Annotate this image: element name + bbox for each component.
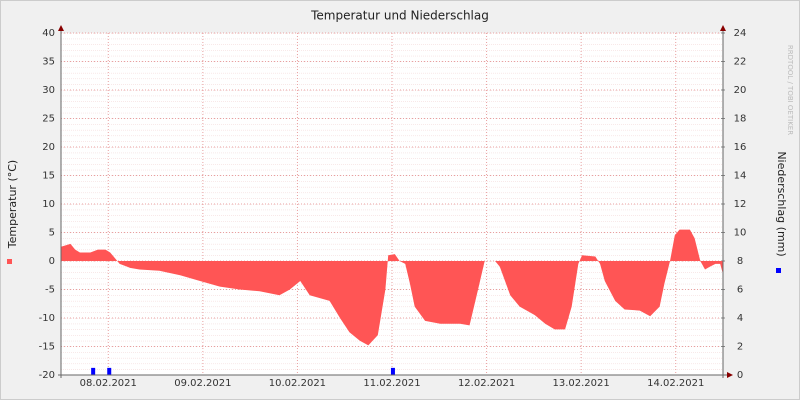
axis-arrow xyxy=(58,25,64,31)
axis-arrow xyxy=(727,372,733,378)
y-tick-label: 40 xyxy=(42,28,55,39)
x-tick-label: 11.02.2021 xyxy=(363,378,420,389)
y2-tick-label: 22 xyxy=(734,57,747,68)
y2-tick-label: 12 xyxy=(734,199,747,210)
y2-tick-label: 14 xyxy=(734,171,747,182)
x-tick-label: 12.02.2021 xyxy=(458,378,515,389)
y2-tick-label: 4 xyxy=(737,313,743,324)
marks xyxy=(61,229,723,375)
y2-tick-label: 8 xyxy=(737,256,743,267)
axes xyxy=(58,25,733,378)
y2-tick-label: 18 xyxy=(734,114,747,125)
y-axis-label: Temperatur (°C) xyxy=(6,160,19,249)
y-tick-label: 10 xyxy=(42,199,55,210)
y-tick-label: -5 xyxy=(45,285,55,296)
y-tick-label: 5 xyxy=(49,228,55,239)
legend-swatch xyxy=(7,259,12,264)
y2-tick-label: 0 xyxy=(737,370,743,381)
precipitation-bar xyxy=(91,367,96,375)
axis-arrow xyxy=(720,25,726,31)
grid xyxy=(61,32,725,376)
y-tick-label: 25 xyxy=(42,114,55,125)
y2-tick-label: 16 xyxy=(734,142,747,153)
y-tick-label: -20 xyxy=(39,370,55,381)
precipitation-bar xyxy=(107,367,112,375)
y-tick-label: 0 xyxy=(49,256,55,267)
y2-axis-label: Niederschlag (mm) xyxy=(775,151,788,256)
y-tick-label: 30 xyxy=(42,85,55,96)
x-tick-label: 14.02.2021 xyxy=(647,378,704,389)
y2-tick-label: 20 xyxy=(734,85,747,96)
temperature-area xyxy=(61,229,723,346)
y2-tick-label: 24 xyxy=(734,28,747,39)
precipitation-bar xyxy=(390,367,395,375)
watermark: RRDTOOL / TOBI OETIKER xyxy=(786,45,794,135)
y-tick-label: -15 xyxy=(39,342,55,353)
legend-swatch xyxy=(776,268,781,273)
y2-tick-label: 2 xyxy=(737,342,743,353)
x-tick-label: 10.02.2021 xyxy=(269,378,326,389)
y2-tick-label: 10 xyxy=(734,228,747,239)
x-tick-label: 09.02.2021 xyxy=(174,378,231,389)
chart-title: Temperatur und Niederschlag xyxy=(310,9,489,23)
y-tick-label: -10 xyxy=(39,313,55,324)
x-tick-label: 08.02.2021 xyxy=(80,378,137,389)
y-tick-label: 20 xyxy=(42,142,55,153)
y-tick-label: 35 xyxy=(42,57,55,68)
y2-tick-label: 6 xyxy=(737,285,743,296)
y-tick-label: 15 xyxy=(42,171,55,182)
x-tick-label: 13.02.2021 xyxy=(553,378,610,389)
